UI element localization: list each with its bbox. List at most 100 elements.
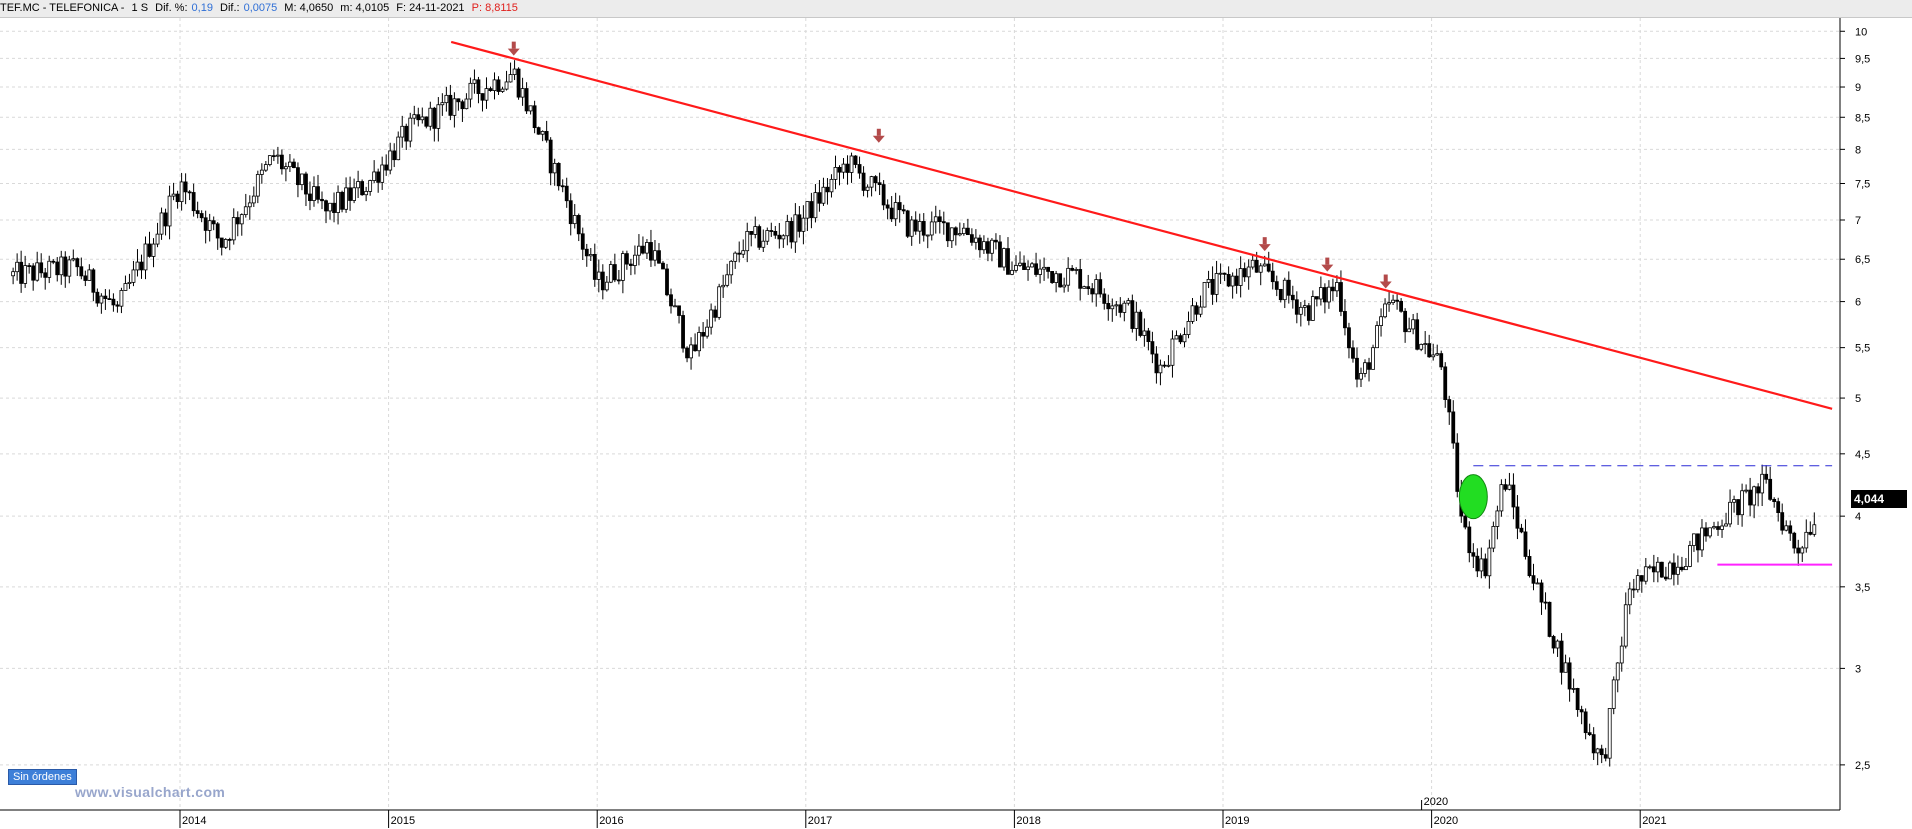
- candle-body: [588, 254, 593, 257]
- circle-marker: [1458, 474, 1488, 520]
- peak-marker-arrow: [511, 41, 516, 49]
- candle-body: [725, 274, 730, 286]
- candle-body: [913, 219, 918, 232]
- candle-body: [1599, 748, 1604, 756]
- dif-label: Dif.:: [220, 2, 240, 14]
- candle-body: [67, 259, 72, 277]
- candle-body: [255, 174, 260, 197]
- candle-body: [568, 200, 573, 225]
- candle-body: [685, 347, 689, 359]
- x-tick-label: 2021: [1642, 815, 1666, 827]
- candle-body: [548, 139, 553, 174]
- candle-body: [657, 250, 661, 264]
- candle-body: [440, 102, 445, 106]
- x-tick-label: 2020: [1434, 815, 1458, 827]
- candle-body: [1158, 364, 1163, 374]
- candle-body: [235, 217, 240, 225]
- candle-body: [1126, 300, 1131, 304]
- candle-body: [372, 171, 377, 181]
- candle-body: [616, 279, 621, 282]
- candle-body: [592, 254, 597, 280]
- candle-body: [1331, 286, 1335, 292]
- candle-body: [1587, 732, 1592, 736]
- candle-body: [709, 309, 714, 328]
- candle-body: [231, 217, 236, 241]
- candle-body: [424, 116, 429, 127]
- candle-body: [873, 176, 878, 184]
- candle-body: [388, 150, 393, 171]
- candle-body: [360, 181, 365, 196]
- candle-body: [653, 250, 657, 261]
- candle-body: [404, 125, 409, 142]
- candle-body: [412, 114, 417, 119]
- candle-body: [43, 272, 48, 278]
- candle-body: [1162, 364, 1167, 367]
- candle-body: [1463, 515, 1468, 528]
- candle-body: [1387, 302, 1391, 305]
- candle-body: [1379, 316, 1383, 326]
- candle-body: [1812, 524, 1817, 535]
- candle-body: [1110, 305, 1115, 310]
- candle-body: [460, 101, 465, 110]
- candle-body: [340, 191, 344, 210]
- candle-body: [1427, 343, 1432, 358]
- candle-body: [1663, 576, 1668, 580]
- candle-body: [1704, 527, 1708, 537]
- candle-body: [1611, 679, 1616, 709]
- candle-body: [219, 237, 224, 248]
- candle-body: [1579, 709, 1584, 713]
- y-tick-label: 9,5: [1855, 53, 1870, 65]
- candle-body: [1098, 279, 1103, 295]
- min-label: m: 4,0105: [340, 2, 390, 14]
- candle-body: [869, 176, 874, 188]
- candle-body: [312, 186, 316, 201]
- candle-body: [564, 185, 569, 202]
- candle-body: [1503, 484, 1508, 490]
- candle-body: [765, 230, 770, 242]
- candle-body: [364, 191, 369, 196]
- candle-body: [1475, 555, 1480, 572]
- candle-body: [1310, 296, 1315, 321]
- candle-body: [279, 154, 284, 170]
- candle-body: [1106, 303, 1111, 310]
- candle-body: [99, 295, 104, 304]
- candle-body: [829, 178, 834, 193]
- x-tick-label-extra: 2020: [1424, 796, 1448, 808]
- candle-body: [1138, 311, 1143, 336]
- candle-body: [1190, 305, 1195, 322]
- candle-body: [885, 204, 890, 209]
- candle-body: [1720, 525, 1724, 530]
- candle-body: [1591, 734, 1596, 754]
- candle-body: [1403, 310, 1408, 333]
- candle-body: [324, 200, 328, 212]
- candle-body: [1286, 279, 1291, 296]
- y-tick-label: 10: [1855, 26, 1867, 38]
- candle-body: [496, 79, 501, 92]
- candle-body: [316, 186, 320, 200]
- candle-body: [396, 136, 401, 161]
- candle-body: [328, 202, 332, 212]
- candle-body: [1102, 293, 1107, 304]
- candle-body: [1094, 279, 1099, 295]
- candle-body: [1186, 321, 1191, 335]
- orders-button[interactable]: Sin órdenes: [8, 769, 77, 785]
- candle-body: [608, 264, 613, 283]
- candle-body: [284, 166, 288, 170]
- peak-marker-arrow: [1262, 237, 1267, 245]
- candle-body: [1254, 259, 1259, 273]
- candle-body: [1090, 288, 1095, 295]
- candle-body: [288, 161, 292, 168]
- candle-body: [1226, 273, 1231, 287]
- timeframe-label[interactable]: 1 S: [131, 2, 149, 14]
- candle-body: [408, 117, 413, 142]
- price-chart[interactable]: 10 9,5 9 8,5 8 7,5 7 6,5 6 5,5 5 4,5 4 3,5 3 2,5 2014 201…: [0, 18, 1912, 829]
- candle-body: [1607, 708, 1612, 759]
- candle-body: [1615, 662, 1620, 681]
- candle-body: [917, 221, 922, 232]
- candle-body: [1479, 558, 1484, 572]
- candle-body: [661, 262, 665, 270]
- candle-body: [1274, 281, 1279, 290]
- candle-body: [532, 105, 537, 129]
- overlays: [450, 40, 1833, 566]
- candle-body: [1266, 263, 1271, 272]
